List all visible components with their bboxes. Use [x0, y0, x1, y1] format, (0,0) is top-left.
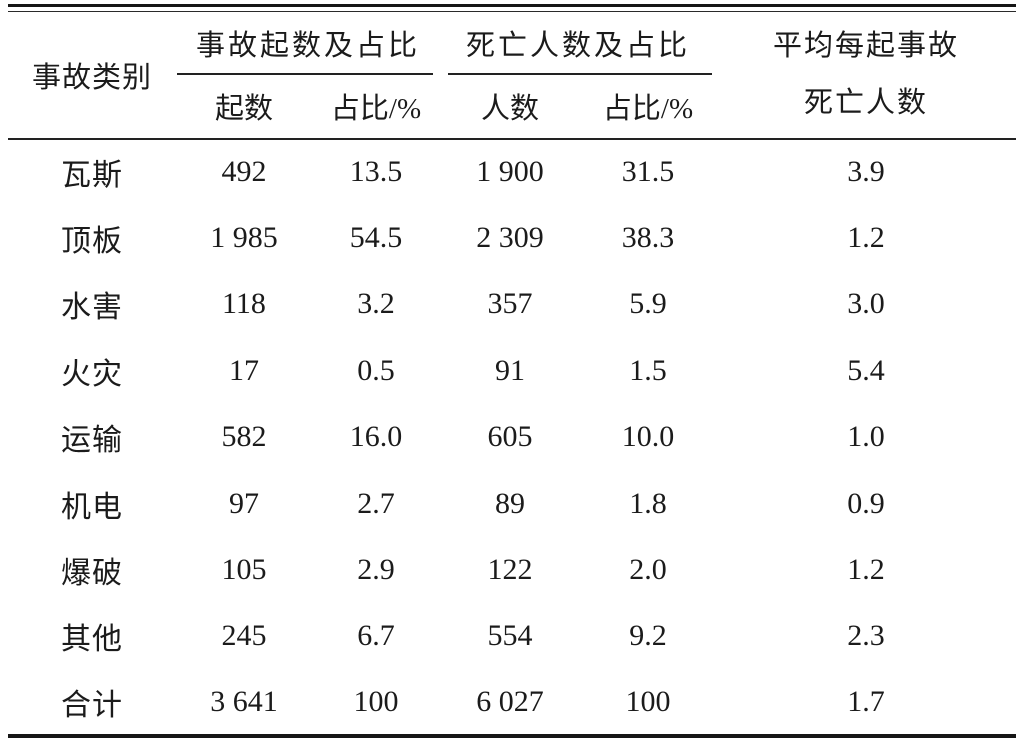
count-cell: 1 985 [210, 221, 278, 255]
table-row: 爆破 105 2.9 122 2.0 1.2 [8, 537, 1016, 603]
header-group-accidents: 事故起数及占比 [176, 12, 440, 75]
table-row: 其他 245 6.7 554 9.2 2.3 [8, 603, 1016, 669]
count-cell: 582 [221, 420, 267, 454]
header-average-line2: 死亡人数 [804, 86, 929, 119]
deaths-cell: 605 [487, 420, 533, 454]
category-cell: 机电 [61, 490, 123, 524]
category-cell: 瓦斯 [61, 159, 123, 193]
avg-deaths-cell: 5.4 [847, 353, 885, 387]
avg-deaths-cell: 3.0 [847, 287, 885, 321]
count-pct-cell: 2.7 [357, 486, 395, 520]
category-cell: 水害 [61, 291, 123, 325]
deaths-cell: 554 [487, 619, 533, 653]
count-cell: 105 [221, 553, 267, 587]
table-header: 事故类别 事故起数及占比 死亡人数及占比 平均每起事故 死亡人数 起数 占比/%… [8, 11, 1017, 140]
header-sub-row: 起数 占比/% 人数 占比/% [8, 74, 1016, 140]
table-row: 运输 582 16.0 605 10.0 1.0 [8, 404, 1016, 470]
header-average-line1: 平均每起事故 [773, 29, 960, 62]
count-cell: 97 [229, 486, 259, 520]
deaths-pct-cell: 2.0 [629, 553, 667, 587]
count-cell: 118 [222, 287, 266, 321]
group-rule-deaths [448, 72, 713, 75]
deaths-pct-cell: 31.5 [621, 155, 675, 189]
deaths-cell: 1 900 [476, 155, 544, 189]
deaths-pct-cell: 5.9 [629, 287, 667, 321]
header-group-deaths: 死亡人数及占比 [440, 12, 716, 75]
table-body: 瓦斯 492 13.5 1 900 31.5 3.9 顶板 1 985 54.5… [8, 139, 1016, 737]
deaths-pct-cell: 1.5 [629, 353, 667, 387]
accident-statistics-table: 事故类别 事故起数及占比 死亡人数及占比 平均每起事故 死亡人数 起数 占比/%… [8, 11, 1017, 739]
header-category: 事故类别 [8, 11, 176, 140]
category-cell: 火灾 [61, 357, 123, 391]
count-pct-cell: 16.0 [349, 420, 403, 454]
top-rule-thin [8, 10, 1016, 12]
count-cell: 17 [229, 353, 259, 387]
deaths-pct-cell: 100 [625, 684, 671, 718]
count-cell: 3 641 [210, 684, 278, 718]
count-pct-cell: 100 [353, 684, 399, 718]
group-rule-accidents [177, 72, 434, 75]
deaths-cell: 2 309 [476, 221, 544, 255]
top-rule-thick [8, 4, 1016, 7]
table-row: 火灾 17 0.5 91 1.5 5.4 [8, 338, 1016, 404]
deaths-cell: 89 [495, 486, 526, 520]
count-pct-cell: 3.2 [357, 287, 395, 321]
category-cell: 顶板 [61, 225, 123, 259]
header-sub-deaths-pct: 占比/% [580, 74, 717, 140]
table-row: 机电 97 2.7 89 1.8 0.9 [8, 470, 1016, 536]
category-cell: 合计 [61, 688, 123, 722]
count-cell: 245 [221, 619, 267, 653]
table-row: 水害 118 3.2 357 5.9 3.0 [8, 271, 1016, 337]
deaths-pct-cell: 9.2 [629, 619, 667, 653]
avg-deaths-cell: 3.9 [847, 155, 885, 189]
avg-deaths-cell: 1.2 [847, 553, 885, 587]
deaths-pct-cell: 10.0 [621, 420, 675, 454]
avg-deaths-cell: 2.3 [847, 619, 885, 653]
header-sub-count: 起数 [176, 74, 312, 140]
count-pct-cell: 6.7 [357, 619, 395, 653]
deaths-pct-cell: 1.8 [629, 486, 667, 520]
category-cell: 爆破 [61, 557, 123, 591]
category-cell: 运输 [61, 424, 123, 458]
deaths-cell: 91 [495, 353, 526, 387]
header-sub-deaths: 人数 [440, 74, 581, 140]
count-pct-cell: 2.9 [357, 553, 395, 587]
header-sub-count-pct: 占比/% [312, 74, 441, 140]
count-pct-cell: 54.5 [349, 221, 403, 255]
avg-deaths-cell: 0.9 [847, 486, 885, 520]
table-row: 瓦斯 492 13.5 1 900 31.5 3.9 [8, 139, 1016, 205]
header-average-deaths: 平均每起事故 死亡人数 [716, 11, 1017, 140]
count-pct-cell: 13.5 [349, 155, 403, 189]
header-group-deaths-label: 死亡人数及占比 [466, 30, 691, 62]
header-group-accidents-label: 事故起数及占比 [196, 30, 421, 62]
count-cell: 492 [221, 155, 267, 189]
header-group-row: 事故类别 事故起数及占比 死亡人数及占比 平均每起事故 死亡人数 [8, 11, 1017, 140]
deaths-cell: 6 027 [476, 684, 544, 718]
deaths-cell: 122 [487, 553, 533, 587]
avg-deaths-cell: 1.0 [847, 420, 885, 454]
deaths-cell: 357 [487, 287, 533, 321]
count-pct-cell: 0.5 [357, 353, 395, 387]
table-row: 顶板 1 985 54.5 2 309 38.3 1.2 [8, 205, 1016, 271]
avg-deaths-cell: 1.7 [847, 684, 885, 718]
category-cell: 其他 [61, 623, 123, 657]
avg-deaths-cell: 1.2 [847, 221, 885, 255]
deaths-pct-cell: 38.3 [621, 221, 675, 255]
table-row-total: 合计 3 641 100 6 027 100 1.7 [8, 670, 1016, 736]
